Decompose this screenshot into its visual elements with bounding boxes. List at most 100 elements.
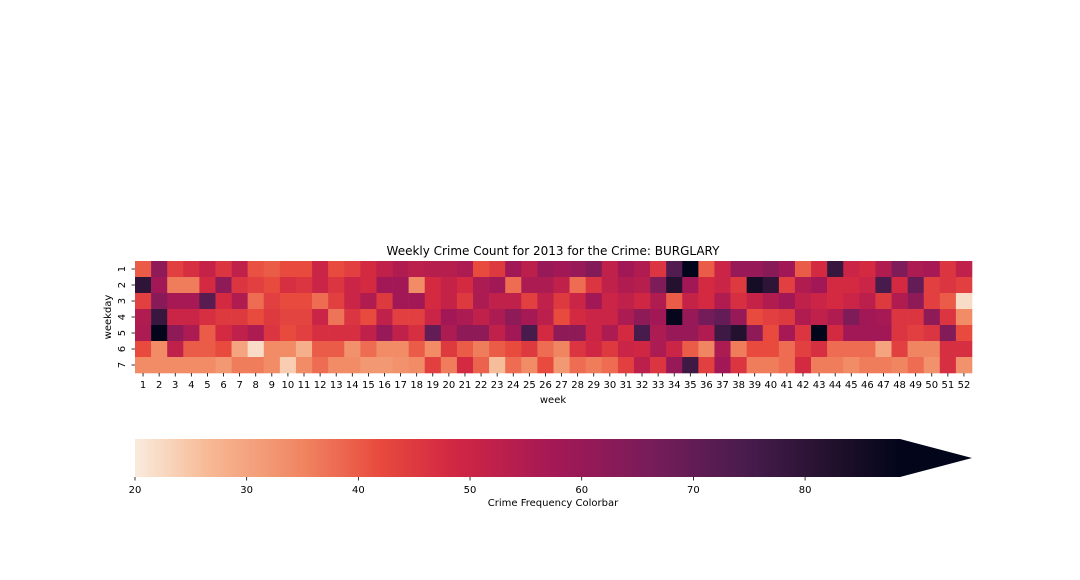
heatmap-cell — [263, 277, 281, 294]
colorbar-segment — [175, 439, 179, 477]
heatmap-cell — [183, 293, 200, 310]
colorbar-segment — [560, 439, 564, 477]
heatmap-cell — [135, 293, 152, 310]
heatmap-cell — [778, 325, 796, 342]
heatmap-cell — [955, 341, 973, 358]
heatmap-cell — [746, 325, 764, 342]
colorbar-segment — [874, 439, 878, 477]
colorbar-segment — [474, 439, 478, 477]
colorbar-segment — [318, 439, 322, 477]
heatmap-cell — [440, 261, 458, 278]
colorbar-segment — [550, 439, 554, 477]
colorbar-segment — [792, 439, 796, 477]
heatmap-cell — [312, 277, 329, 294]
heatmap-cell — [746, 341, 764, 358]
heatmap-cell — [569, 277, 586, 294]
heatmap-cell — [183, 357, 200, 374]
heatmap-cell — [553, 277, 570, 294]
heatmap-cell — [456, 341, 474, 358]
heatmap-cell — [746, 277, 764, 294]
colorbar-segment — [221, 439, 225, 477]
colorbar-segment — [349, 439, 353, 477]
colorbar-segment — [690, 439, 694, 477]
colorbar-segment — [155, 439, 159, 477]
colorbar-segment — [443, 439, 447, 477]
x-tick-label: 43 — [813, 380, 826, 391]
heatmap-cell — [617, 357, 635, 374]
colorbar-segment — [438, 439, 442, 477]
heatmap-cell — [247, 261, 265, 278]
colorbar-segment — [861, 439, 865, 477]
colorbar-segment — [216, 439, 220, 477]
heatmap-cell — [650, 261, 667, 278]
colorbar-segment — [711, 439, 715, 477]
heatmap-cell — [199, 293, 216, 310]
y-axis-label: weekday — [103, 295, 114, 340]
heatmap-cell — [698, 325, 715, 342]
colorbar-segment — [356, 439, 360, 477]
colorbar-segment — [706, 439, 710, 477]
colorbar-segment — [219, 439, 223, 477]
heatmap-cell — [794, 325, 812, 342]
colorbar-segment — [813, 439, 817, 477]
heatmap-cell — [843, 261, 860, 278]
colorbar-segment — [826, 439, 829, 477]
heatmap-cell — [489, 293, 506, 310]
colorbar-segment — [354, 439, 358, 477]
y-tick-label: 3 — [117, 298, 128, 304]
x-tick-label: 33 — [652, 380, 665, 391]
heatmap-cell — [569, 357, 586, 374]
heatmap-cell — [633, 261, 651, 278]
colorbar-segment — [372, 439, 376, 477]
heatmap-cell — [650, 325, 667, 342]
heatmap-cell — [569, 309, 586, 326]
heatmap-cell — [569, 261, 586, 278]
heatmap-cell — [199, 341, 216, 358]
colorbar-segment — [800, 439, 804, 477]
colorbar-segment — [293, 439, 297, 477]
heatmap-cell — [537, 309, 554, 326]
heatmap-cell — [537, 341, 554, 358]
heatmap-cell — [376, 261, 393, 278]
colorbar-segment — [211, 439, 215, 477]
x-tick-label: 27 — [555, 380, 568, 391]
heatmap-cell — [827, 341, 844, 358]
colorbar-segment — [397, 439, 401, 477]
heatmap-cell — [312, 341, 329, 358]
heatmap-cell — [617, 293, 635, 310]
heatmap-cell — [714, 341, 731, 358]
colorbar-segment — [652, 439, 656, 477]
colorbar-segment — [540, 439, 544, 477]
colorbar-segment — [254, 439, 258, 477]
heatmap-cell — [199, 309, 216, 326]
x-tick-label: 14 — [346, 380, 359, 391]
colorbar-segment — [351, 439, 355, 477]
colorbar-segment — [364, 439, 368, 477]
heatmap-cell — [328, 357, 345, 374]
colorbar-segment — [310, 439, 314, 477]
colorbar-segment — [634, 439, 638, 477]
heatmap-cell — [553, 325, 570, 342]
heatmap-cell — [762, 277, 780, 294]
colorbar-segment — [568, 439, 572, 477]
heatmap-cell — [955, 277, 973, 294]
colorbar-segment — [201, 439, 205, 477]
colorbar-segment — [769, 439, 773, 477]
x-tick-label: 9 — [269, 380, 275, 391]
heatmap-cell — [794, 309, 812, 326]
heatmap-cell — [714, 325, 731, 342]
colorbar-segment — [578, 439, 582, 477]
colorbar-segment — [328, 439, 332, 477]
colorbar-segment — [252, 439, 256, 477]
heatmap-cell — [843, 357, 860, 374]
colorbar-segment — [604, 439, 608, 477]
colorbar-segment — [446, 439, 450, 477]
colorbar-segment — [463, 439, 467, 477]
chart-title: Weekly Crime Count for 2013 for the Crim… — [387, 244, 721, 258]
colorbar-segment — [836, 439, 840, 477]
heatmap-cell — [827, 357, 844, 374]
heatmap-cell — [714, 309, 731, 326]
colorbar-segment — [193, 439, 197, 477]
colorbar-segment — [655, 439, 659, 477]
colorbar-segment — [696, 439, 699, 477]
